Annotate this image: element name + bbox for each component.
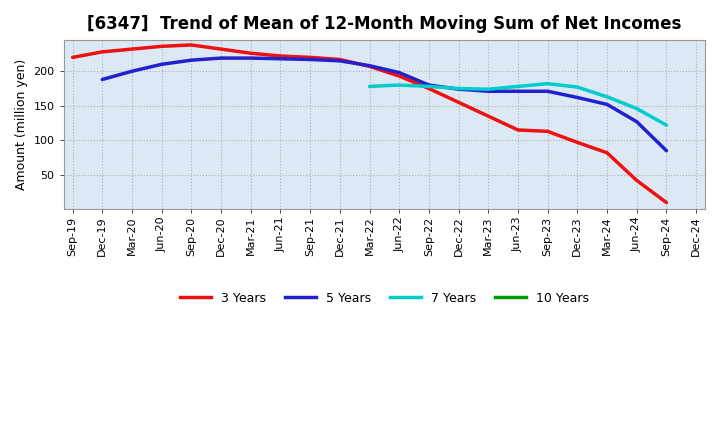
3 Years — [336, 57, 344, 62]
3 Years — [158, 44, 166, 49]
5 Years — [187, 58, 196, 63]
7 Years — [454, 86, 463, 91]
3 Years — [68, 55, 77, 60]
5 Years — [484, 88, 492, 94]
5 Years — [513, 88, 522, 94]
7 Years — [395, 82, 403, 88]
5 Years — [158, 62, 166, 67]
3 Years — [365, 64, 374, 69]
Line: 5 Years: 5 Years — [102, 58, 667, 151]
5 Years — [365, 63, 374, 68]
5 Years — [603, 102, 611, 107]
3 Years — [662, 200, 671, 205]
3 Years — [395, 73, 403, 79]
3 Years — [187, 42, 196, 48]
Legend: 3 Years, 5 Years, 7 Years, 10 Years: 3 Years, 5 Years, 7 Years, 10 Years — [175, 287, 594, 310]
5 Years — [544, 88, 552, 94]
5 Years — [395, 70, 403, 75]
5 Years — [573, 95, 582, 100]
7 Years — [573, 84, 582, 90]
3 Years — [306, 55, 315, 60]
5 Years — [632, 119, 641, 125]
7 Years — [603, 94, 611, 99]
7 Years — [484, 87, 492, 92]
3 Years — [217, 47, 225, 52]
5 Years — [662, 148, 671, 154]
3 Years — [632, 178, 641, 183]
Y-axis label: Amount (million yen): Amount (million yen) — [15, 59, 28, 191]
5 Years — [276, 56, 285, 62]
3 Years — [484, 114, 492, 119]
7 Years — [662, 122, 671, 128]
3 Years — [98, 49, 107, 55]
5 Years — [336, 58, 344, 63]
5 Years — [246, 55, 255, 61]
7 Years — [513, 84, 522, 89]
7 Years — [544, 81, 552, 86]
5 Years — [217, 55, 225, 61]
3 Years — [513, 127, 522, 132]
7 Years — [632, 106, 641, 111]
7 Years — [425, 84, 433, 89]
5 Years — [98, 77, 107, 82]
3 Years — [246, 51, 255, 56]
3 Years — [454, 100, 463, 105]
Line: 3 Years: 3 Years — [73, 45, 667, 202]
3 Years — [425, 86, 433, 91]
Line: 7 Years: 7 Years — [369, 84, 667, 125]
3 Years — [127, 47, 136, 52]
5 Years — [306, 57, 315, 62]
5 Years — [425, 82, 433, 88]
3 Years — [544, 129, 552, 134]
7 Years — [365, 84, 374, 89]
5 Years — [127, 69, 136, 74]
Title: [6347]  Trend of Mean of 12-Month Moving Sum of Net Incomes: [6347] Trend of Mean of 12-Month Moving … — [87, 15, 682, 33]
3 Years — [603, 150, 611, 155]
3 Years — [573, 140, 582, 145]
5 Years — [454, 87, 463, 92]
3 Years — [276, 53, 285, 59]
